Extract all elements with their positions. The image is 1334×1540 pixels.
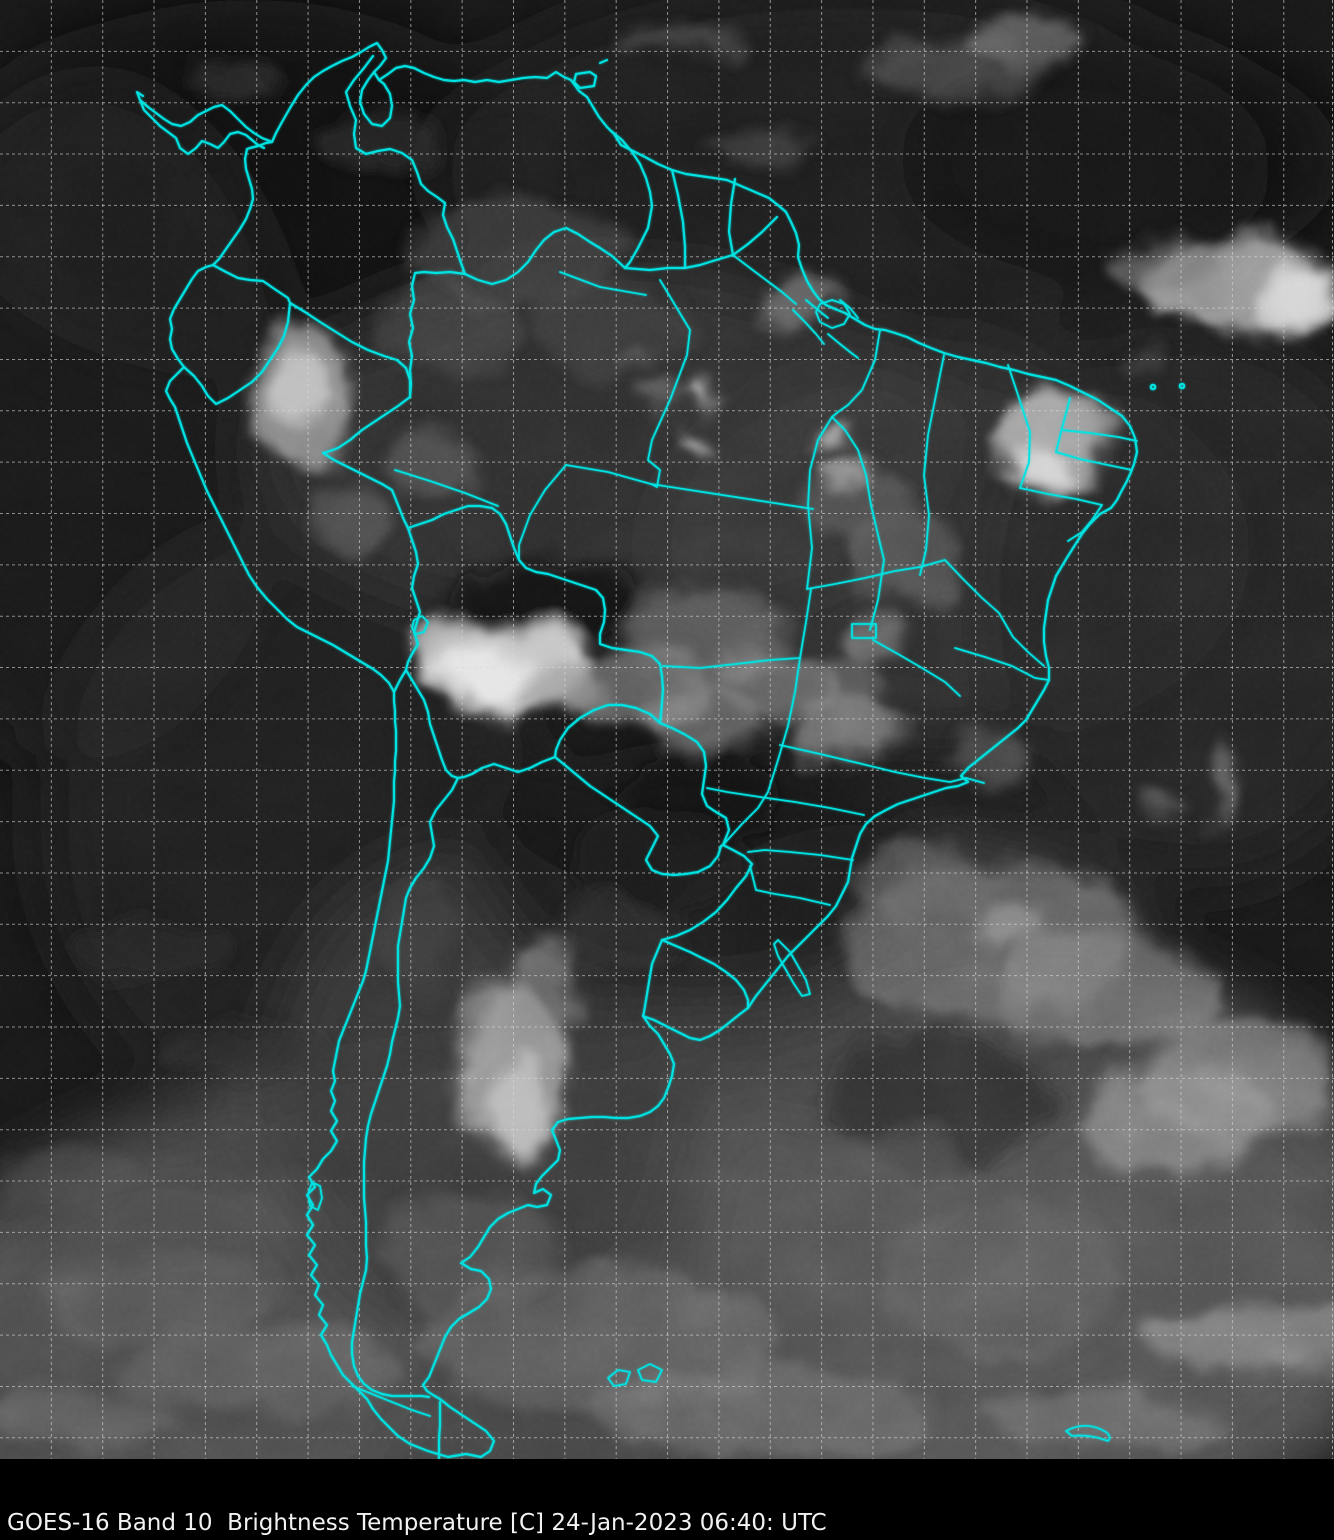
fernando-de-noronha-mark (1149, 383, 1157, 391)
goes-satellite-image (0, 0, 1334, 1459)
lagoa-dos-patos-outline (773, 939, 811, 997)
falkland-islands-outline (607, 1363, 663, 1387)
country-borders-overlay (135, 41, 1186, 1459)
trinidad-island-outline (572, 58, 609, 90)
lake-titicaca-outline (411, 615, 429, 635)
caption-bar: GOES-16 Band 10 Brightness Temperature [… (0, 1459, 1334, 1540)
atol-das-rocas-mark (1178, 382, 1186, 390)
chiloe-island-outline (307, 1181, 323, 1211)
south-georgia-outline (1065, 1424, 1111, 1442)
panama-coastline (135, 90, 272, 156)
graticule-grid (0, 0, 1334, 1459)
brazil-state-borders (394, 271, 1138, 906)
marajo-island-outline (792, 299, 859, 359)
noise-texture-fine (0, 0, 1334, 1459)
south-america-coastline (164, 41, 1139, 1459)
caption-text: GOES-16 Band 10 Brightness Temperature [… (7, 1510, 827, 1536)
lake-maracaibo-outline (358, 70, 394, 128)
